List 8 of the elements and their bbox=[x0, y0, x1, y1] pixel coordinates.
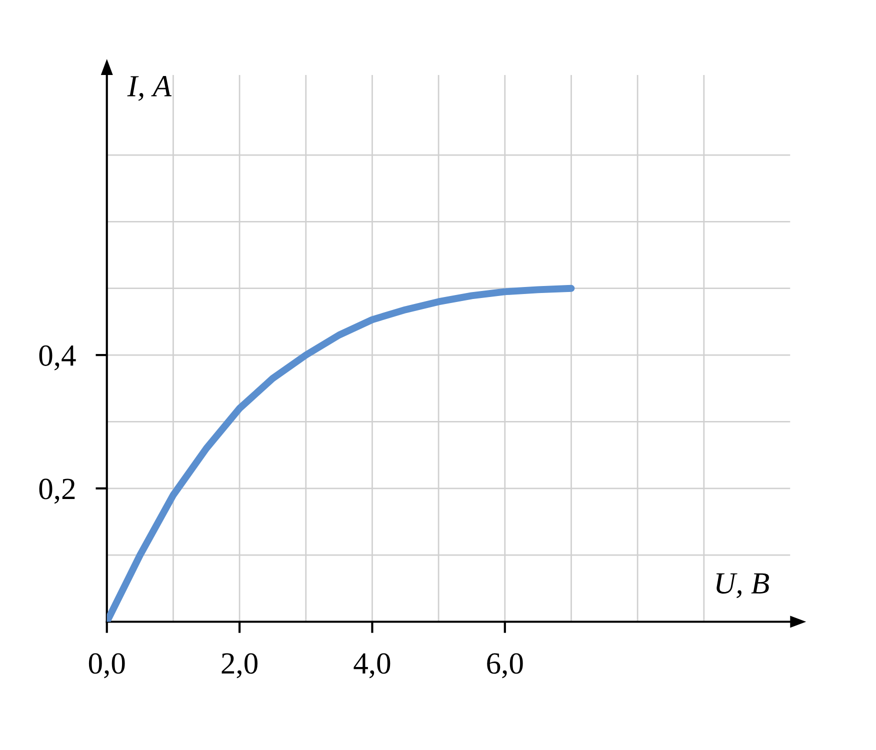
x-tick-label: 0,0 bbox=[88, 653, 125, 678]
x-tick-label: 6,0 bbox=[487, 653, 523, 678]
x-axis-title: U, В bbox=[716, 573, 769, 598]
x-tick-label: 4,0 bbox=[354, 653, 390, 678]
y-tick-label: 0,2 bbox=[39, 478, 75, 504]
y-tick-label: 0,4 bbox=[39, 345, 76, 370]
x-tick-label: 2,0 bbox=[222, 653, 258, 678]
y-axis-title: I, А bbox=[127, 76, 172, 101]
